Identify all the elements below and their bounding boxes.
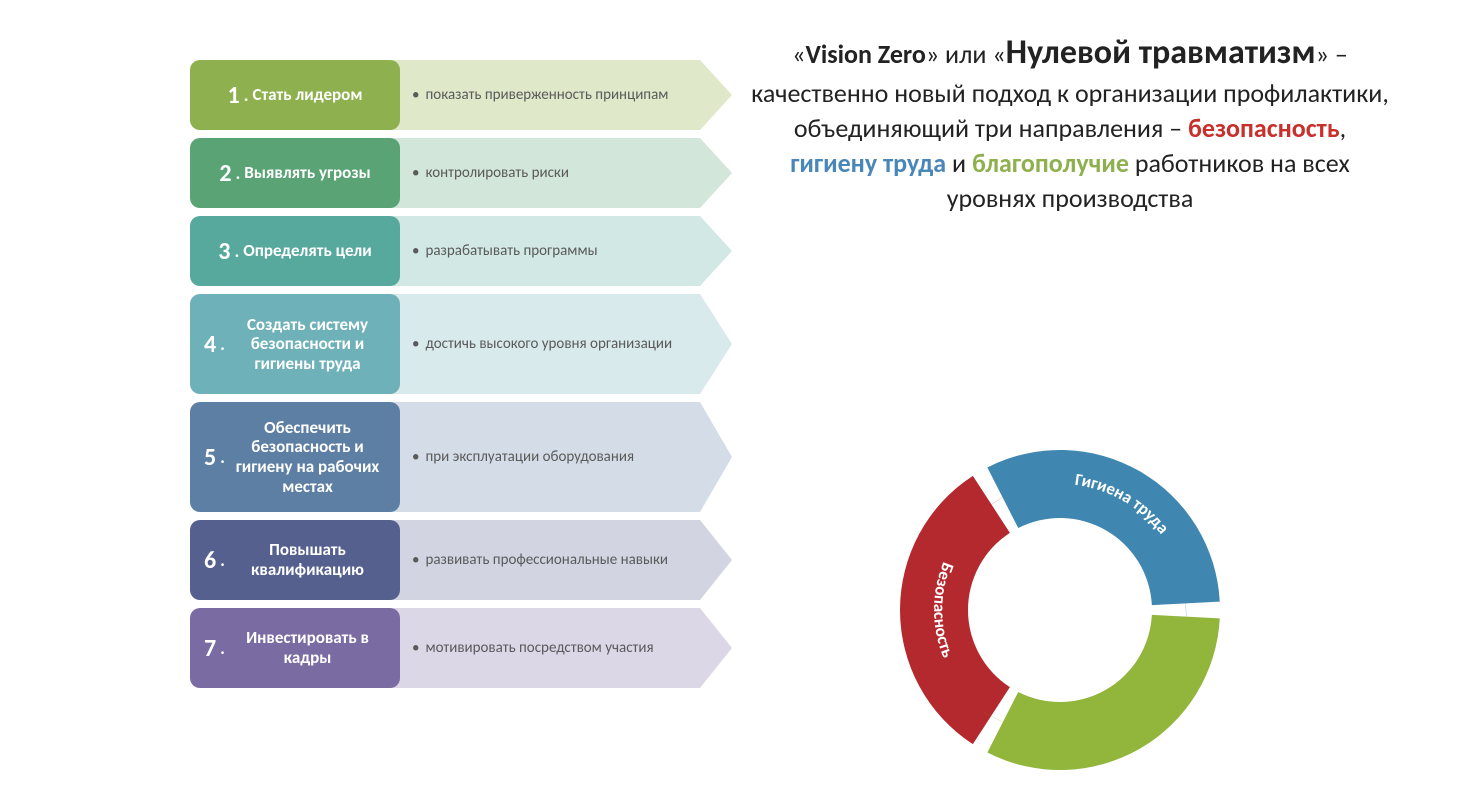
rule-row-2: 2. Выявлять угрозы•контролировать риски bbox=[190, 138, 700, 208]
rule-row-6: 6. Повышать квалификацию•развивать профе… bbox=[190, 520, 700, 600]
vision-zero-circle: БезопасностьГигиена труда bbox=[890, 440, 1230, 780]
rule-desc-6: •развивать профессиональные навыки bbox=[388, 520, 700, 600]
rule-row-5: 5. Обеспечить безопасность и гигиену на … bbox=[190, 402, 700, 512]
rule-desc-1: •показать приверженность принципам bbox=[388, 60, 700, 130]
rule-desc-7: •мотивировать посредством участия bbox=[388, 608, 700, 688]
rule-row-3: 3. Определять цели•разрабатывать програм… bbox=[190, 216, 700, 286]
rule-desc-4: •достичь высокого уровня организации bbox=[388, 294, 700, 394]
rule-pill-2: 2. Выявлять угрозы bbox=[190, 138, 400, 208]
rule-desc-2: •контролировать риски bbox=[388, 138, 700, 208]
seven-rules-list: 1. Стать лидером•показать приверженность… bbox=[190, 60, 700, 696]
headline-text: «Vision Zero» или «Нулевой травматизм» –… bbox=[750, 30, 1390, 216]
rule-desc-5: •при эксплуатации оборудования bbox=[388, 402, 700, 512]
rule-pill-5: 5. Обеспечить безопасность и гигиену на … bbox=[190, 402, 400, 512]
keyword-hygiene: гигиену труда bbox=[790, 147, 946, 179]
description-block: «Vision Zero» или «Нулевой травматизм» –… bbox=[750, 30, 1390, 216]
rule-pill-6: 6. Повышать квалификацию bbox=[190, 520, 400, 600]
rule-row-4: 4. Создать систему безопасности и гигиен… bbox=[190, 294, 700, 394]
rule-pill-7: 7. Инвестировать в кадры bbox=[190, 608, 400, 688]
rule-desc-3: •разрабатывать программы bbox=[388, 216, 700, 286]
circle-segment-2 bbox=[987, 615, 1219, 770]
rule-row-7: 7. Инвестировать в кадры•мотивировать по… bbox=[190, 608, 700, 688]
keyword-wellbeing: благополучие bbox=[972, 147, 1129, 179]
circle-segment-0 bbox=[900, 476, 1010, 744]
rule-row-1: 1. Стать лидером•показать приверженность… bbox=[190, 60, 700, 130]
rule-pill-4: 4. Создать систему безопасности и гигиен… bbox=[190, 294, 400, 394]
rule-pill-1: 1. Стать лидером bbox=[190, 60, 400, 130]
keyword-safety: безопасность bbox=[1188, 112, 1340, 144]
rule-pill-3: 3. Определять цели bbox=[190, 216, 400, 286]
circle-segment-1 bbox=[987, 450, 1219, 605]
